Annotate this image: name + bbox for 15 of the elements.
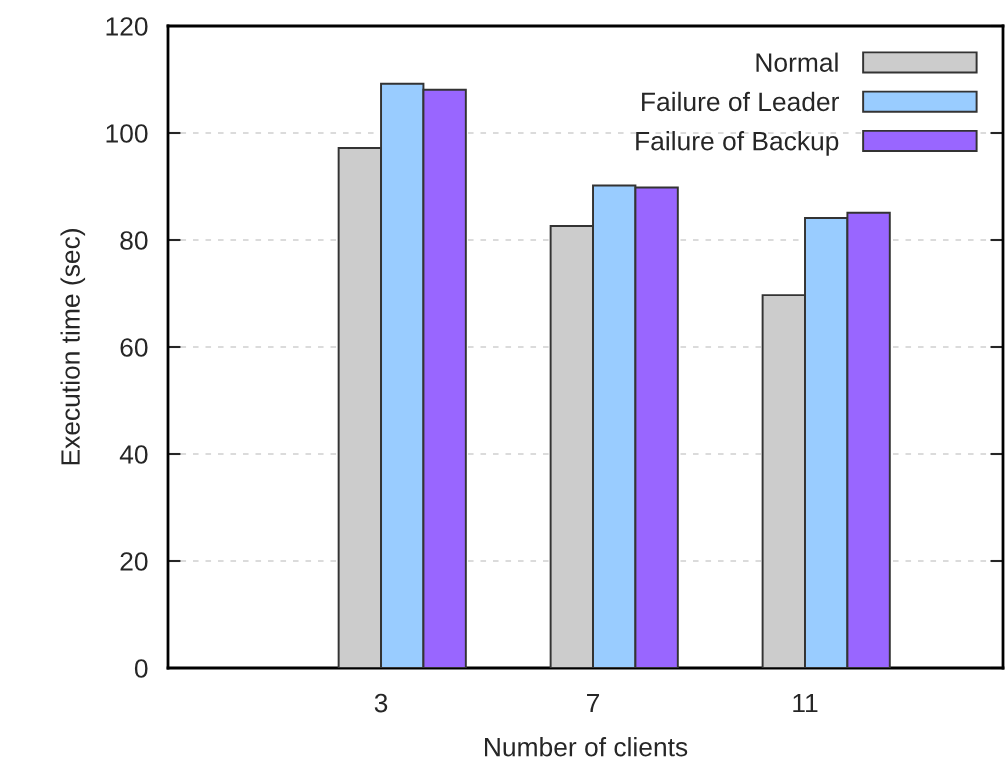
x-axis-title: Number of clients <box>485 737 688 757</box>
y-tick-label: 120 <box>106 17 148 36</box>
y-tick-label: 80 <box>120 231 148 250</box>
x-tick-label: 7 <box>587 693 600 713</box>
y-tick-label: 60 <box>120 338 148 357</box>
legend-label: Failure of Leader <box>642 91 839 112</box>
legend-label: Normal <box>756 52 838 72</box>
x-tick-label: 3 <box>374 693 388 713</box>
y-tick-label: 40 <box>119 445 148 464</box>
y-tick-label: 100 <box>106 124 148 143</box>
x-tick-label: 11 <box>793 693 818 713</box>
y-tick-label: 20 <box>120 552 148 571</box>
legend-label: Failure of Backup <box>636 131 839 156</box>
y-tick-label: 0 <box>134 659 148 678</box>
y-axis-title: Execution time (sec) <box>60 229 86 465</box>
